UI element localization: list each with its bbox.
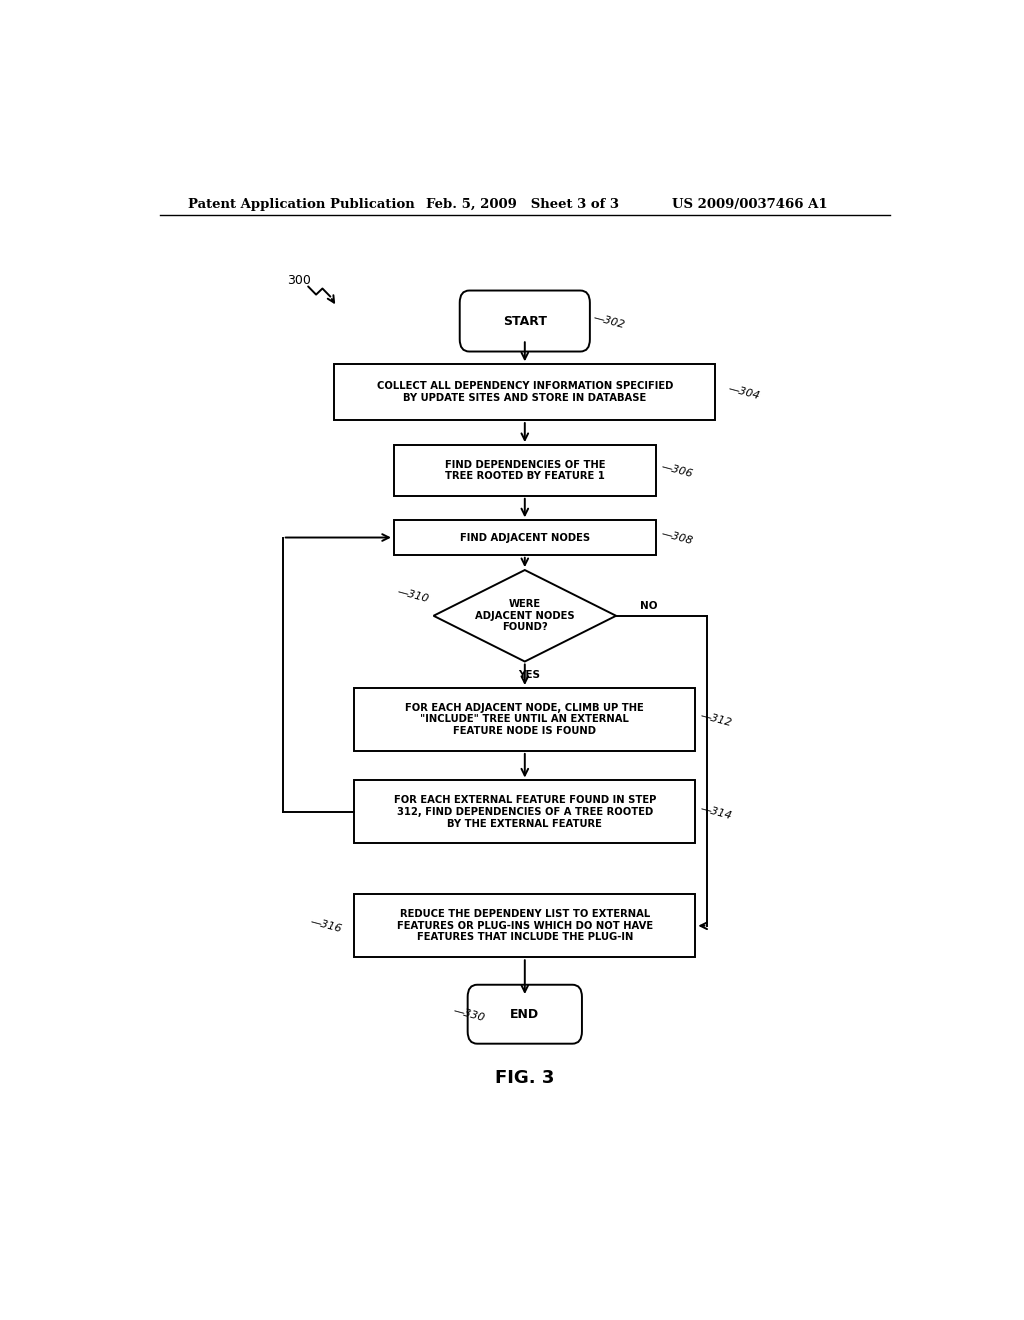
FancyBboxPatch shape xyxy=(468,985,582,1044)
Text: US 2009/0037466 A1: US 2009/0037466 A1 xyxy=(672,198,827,211)
Bar xyxy=(354,780,695,843)
Text: FOR EACH ADJACENT NODE, CLIMB UP THE
"INCLUDE" TREE UNTIL AN EXTERNAL
FEATURE NO: FOR EACH ADJACENT NODE, CLIMB UP THE "IN… xyxy=(406,702,644,737)
Text: END: END xyxy=(510,1007,540,1020)
Text: —306: —306 xyxy=(659,462,693,479)
Bar xyxy=(354,688,695,751)
FancyBboxPatch shape xyxy=(460,290,590,351)
Text: —312: —312 xyxy=(699,710,733,729)
Text: —314: —314 xyxy=(699,803,733,821)
Text: —316: —316 xyxy=(309,917,343,935)
Bar xyxy=(354,894,695,957)
Text: —330: —330 xyxy=(452,1005,485,1023)
Text: FIND DEPENDENCIES OF THE
TREE ROOTED BY FEATURE 1: FIND DEPENDENCIES OF THE TREE ROOTED BY … xyxy=(444,459,605,482)
Bar xyxy=(394,520,655,554)
Text: COLLECT ALL DEPENDENCY INFORMATION SPECIFIED
BY UPDATE SITES AND STORE IN DATABA: COLLECT ALL DEPENDENCY INFORMATION SPECI… xyxy=(377,381,673,403)
Text: YES: YES xyxy=(518,669,540,680)
Text: —304: —304 xyxy=(727,383,761,401)
Text: 300: 300 xyxy=(287,273,310,286)
Text: FIND ADJACENT NODES: FIND ADJACENT NODES xyxy=(460,532,590,543)
Text: Feb. 5, 2009   Sheet 3 of 3: Feb. 5, 2009 Sheet 3 of 3 xyxy=(426,198,618,211)
Text: START: START xyxy=(503,314,547,327)
Text: REDUCE THE DEPENDENY LIST TO EXTERNAL
FEATURES OR PLUG-INS WHICH DO NOT HAVE
FEA: REDUCE THE DEPENDENY LIST TO EXTERNAL FE… xyxy=(396,909,653,942)
Polygon shape xyxy=(433,570,616,661)
Bar xyxy=(394,445,655,496)
Bar xyxy=(334,364,715,420)
Text: FOR EACH EXTERNAL FEATURE FOUND IN STEP
312, FIND DEPENDENCIES OF A TREE ROOTED
: FOR EACH EXTERNAL FEATURE FOUND IN STEP … xyxy=(393,796,656,829)
Text: NO: NO xyxy=(640,601,657,611)
Text: WERE
ADJACENT NODES
FOUND?: WERE ADJACENT NODES FOUND? xyxy=(475,599,574,632)
Text: —308: —308 xyxy=(659,528,693,546)
Text: —302: —302 xyxy=(592,312,627,330)
Text: Patent Application Publication: Patent Application Publication xyxy=(187,198,415,211)
Text: —310: —310 xyxy=(396,586,430,605)
Text: FIG. 3: FIG. 3 xyxy=(496,1069,554,1088)
